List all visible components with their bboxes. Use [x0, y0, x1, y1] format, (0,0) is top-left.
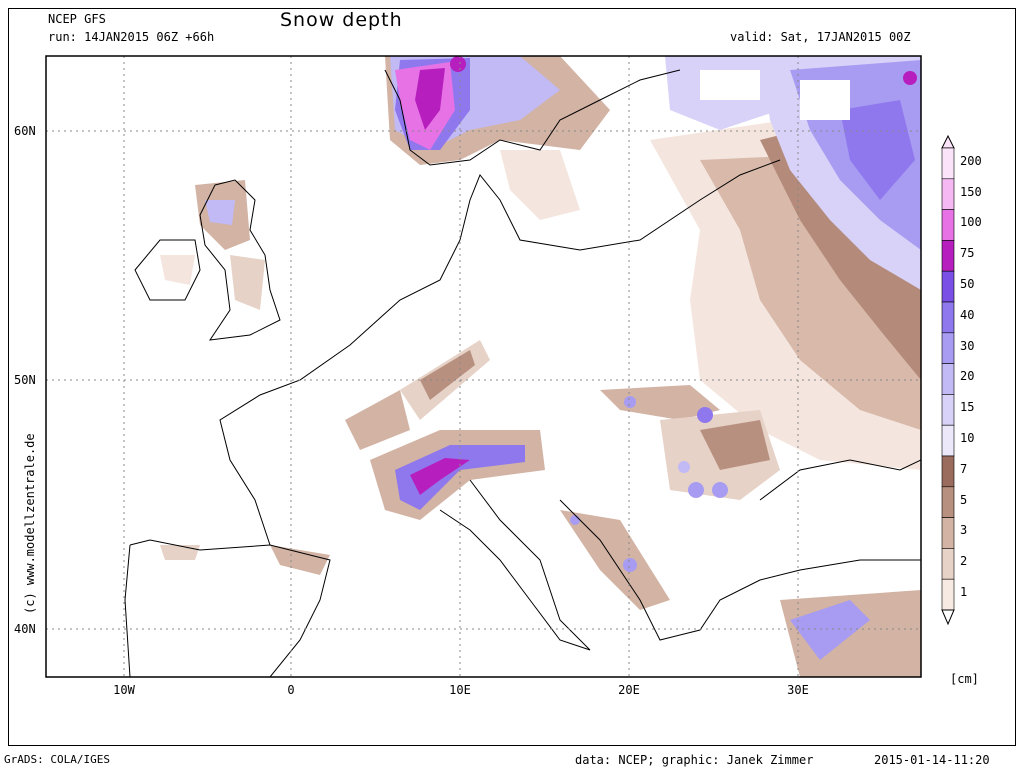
legend-level-label: 2	[960, 554, 968, 569]
snow-area-ireland	[160, 255, 195, 285]
footer-credit: data: NCEP; graphic: Janek Zimmer	[575, 753, 814, 767]
legend-swatch	[941, 270, 955, 303]
snow-area-alps-peak	[410, 458, 470, 495]
snow-spot-tatra	[697, 407, 713, 423]
snow-area-carpathians-north	[600, 385, 720, 420]
snow-spot-bosnia	[570, 515, 580, 525]
snow-area-england	[230, 255, 265, 310]
coast-scandinavia	[384, 69, 681, 166]
snow-area-alps-blue	[395, 445, 525, 510]
snow-area-balkans	[560, 510, 670, 610]
legend-level-label: 10	[960, 431, 975, 445]
coastlines	[124, 69, 921, 677]
legend-swatch	[941, 363, 955, 395]
legend-swatch	[941, 517, 955, 549]
snow-area-scotland-blue	[205, 200, 235, 225]
map-title: Snow depth	[280, 9, 403, 31]
model-name: NCEP GFS	[48, 12, 106, 26]
snow-fields	[160, 56, 921, 677]
legend-level-label: 100	[960, 215, 982, 230]
lon-label-10e: 10E	[449, 683, 471, 697]
run-info: run: 14JAN2015 06Z +66h	[48, 30, 215, 44]
lon-label-30e: 30E	[787, 683, 809, 697]
lat-label-50n: 50N	[14, 373, 36, 387]
snow-area-ne-blue-dark	[840, 100, 915, 200]
map-border	[45, 55, 922, 678]
snow-spot-ne	[903, 71, 917, 85]
snow-area-norway-peak	[415, 68, 445, 130]
snow-spot-romania-1	[688, 482, 704, 498]
snow-area-vosges	[420, 350, 475, 400]
legend-level-label: 50	[960, 277, 975, 291]
coast-iberia	[124, 539, 331, 677]
legend-level-label: 20	[960, 369, 975, 384]
legend-level-label: 150	[960, 184, 982, 199]
lon-label-0: 0	[287, 683, 294, 697]
snow-spot-norway-north	[450, 56, 466, 72]
legend-swatch	[941, 486, 955, 518]
graticule	[46, 56, 921, 677]
legend-swatch	[941, 424, 955, 457]
legend-swatch	[941, 332, 955, 364]
legend-colorbar	[941, 134, 955, 626]
coast-ireland	[134, 239, 201, 301]
snow-area-spain-north	[160, 545, 200, 560]
snow-area-massif	[345, 390, 410, 450]
coast-black-sea	[759, 459, 921, 501]
legend-level-label: 1	[960, 585, 968, 599]
legend-swatch	[941, 548, 955, 580]
legend-swatch	[941, 209, 955, 241]
lon-label-10w: 10W	[113, 683, 135, 697]
snow-gap-russia	[800, 80, 850, 120]
legend-level-label: 30	[960, 338, 975, 353]
legend-level-label: 40	[960, 307, 975, 322]
snow-area-turkey-blue	[790, 600, 870, 660]
legend-swatch	[941, 301, 955, 334]
snow-area-pyrenees	[270, 545, 330, 575]
legend-arrow-bottom	[941, 609, 955, 626]
legend-arrow-top	[941, 134, 955, 149]
lat-label-60n: 60N	[14, 124, 36, 138]
legend-level-label: 3	[960, 523, 968, 538]
lat-label-40n: 40N	[14, 622, 36, 636]
legend-level-label: 5	[960, 492, 968, 507]
snow-spot-romania-3	[678, 461, 690, 473]
lon-label-20e: 20E	[618, 683, 640, 697]
legend-swatch	[941, 578, 955, 611]
snow-spot-romania-2	[712, 482, 728, 498]
legend-swatch	[941, 178, 955, 210]
snow-gap-finland	[700, 70, 760, 100]
coast-europe-north	[219, 159, 781, 546]
coast-italy	[439, 479, 591, 651]
valid-time: valid: Sat, 17JAN2015 00Z	[730, 30, 911, 44]
legend-swatch	[941, 147, 955, 180]
coast-balkans-turkey	[559, 499, 921, 641]
coast-great-britain	[199, 179, 281, 341]
legend-level-label: 200	[960, 153, 982, 168]
footer-timestamp: 2015-01-14-11:20	[874, 753, 990, 767]
legend-swatch	[941, 240, 955, 272]
legend-level-label: 15	[960, 400, 975, 415]
image-frame	[8, 8, 1016, 746]
legend-unit: [cm]	[950, 672, 979, 686]
legend-swatch	[941, 394, 955, 426]
legend-swatch	[941, 455, 955, 488]
legend-level-label: 75	[960, 246, 975, 261]
snow-area-carpathians-east	[700, 420, 770, 470]
snow-spot-slovakia	[624, 396, 636, 408]
legend-level-label: 7	[960, 461, 968, 476]
snow-spot-balkans	[623, 558, 637, 572]
snow-area-sweden-south	[500, 150, 580, 220]
footer-software: GrADS: COLA/IGES	[4, 753, 110, 766]
